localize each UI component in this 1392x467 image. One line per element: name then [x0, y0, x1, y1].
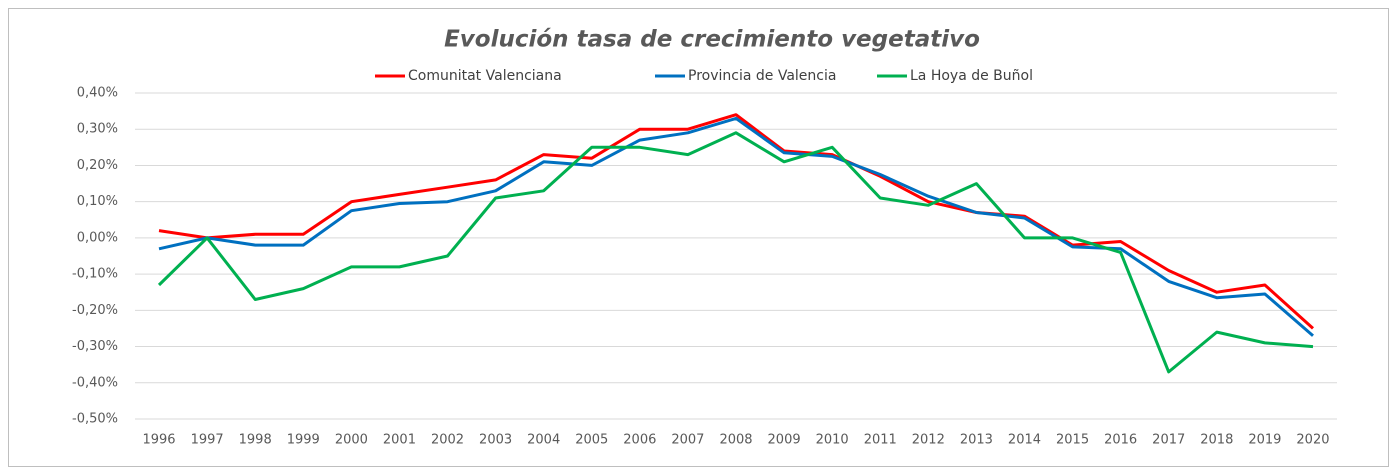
- y-tick-label: -0,40%: [72, 375, 118, 390]
- x-tick-label: 2014: [1008, 433, 1041, 448]
- x-tick-label: 2017: [1152, 433, 1185, 448]
- y-tick-label: -0,10%: [72, 267, 118, 282]
- x-tick-label: 2018: [1200, 433, 1233, 448]
- x-tick-label: 1997: [191, 433, 224, 448]
- y-tick-label: -0,30%: [72, 339, 118, 354]
- series-line: [157, 131, 1314, 374]
- x-tick-label: 2015: [1056, 433, 1089, 448]
- y-tick-label: 0,20%: [77, 158, 118, 173]
- x-tick-label: 2000: [335, 433, 368, 448]
- y-tick-label: 0,40%: [77, 86, 118, 101]
- x-tick-label: 1998: [239, 433, 272, 448]
- x-tick-label: 2004: [527, 433, 560, 448]
- chart-title: Evolución tasa de crecimiento vegetativo: [444, 27, 980, 53]
- x-tick-label: 2012: [912, 433, 945, 448]
- legend-label: Provincia de Valencia: [688, 68, 836, 84]
- x-tick-label: 2009: [768, 433, 801, 448]
- x-tick-label: 2008: [719, 433, 752, 448]
- x-tick-label: 2010: [816, 433, 849, 448]
- series-line: [158, 116, 1314, 337]
- x-tick-label: 2020: [1296, 433, 1329, 448]
- y-tick-label: -0,20%: [72, 303, 118, 318]
- y-tick-label: -0,50%: [72, 412, 118, 427]
- legend-label: Comunitat Valenciana: [408, 68, 562, 84]
- x-tick-label: 2005: [575, 433, 608, 448]
- x-tick-label: 2019: [1248, 433, 1281, 448]
- x-tick-label: 2006: [623, 433, 656, 448]
- y-tick-label: 0,30%: [77, 122, 118, 137]
- x-tick-label: 1996: [142, 433, 175, 448]
- x-tick-label: 1999: [287, 433, 320, 448]
- x-tick-label: 2013: [960, 433, 993, 448]
- x-tick-label: 2003: [479, 433, 512, 448]
- x-tick-label: 2002: [431, 433, 464, 448]
- x-tick-label: 2001: [383, 433, 416, 448]
- legend-label: La Hoya de Buñol: [910, 68, 1033, 84]
- x-tick-label: 2016: [1104, 433, 1137, 448]
- x-tick-label: 2007: [671, 433, 704, 448]
- series-line: [158, 113, 1315, 330]
- y-tick-label: 0,10%: [77, 194, 118, 209]
- y-tick-label: 0,00%: [77, 230, 118, 245]
- x-tick-label: 2011: [864, 433, 897, 448]
